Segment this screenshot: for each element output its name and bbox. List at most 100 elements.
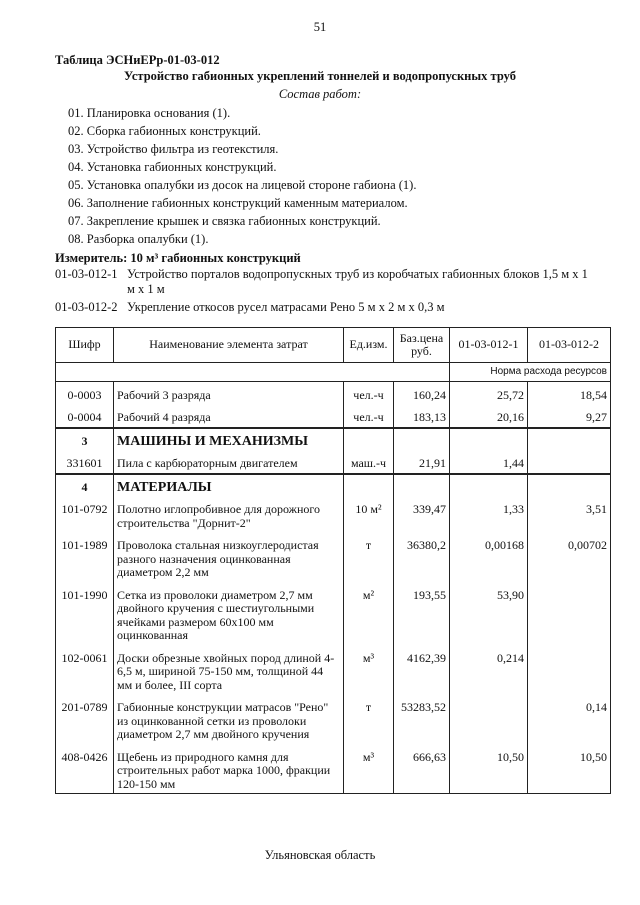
table-id: Таблица ЭСНиЕРр-01-03-012: [55, 53, 220, 67]
cell-price: 666,63: [393, 743, 450, 794]
blank-cell: [393, 472, 450, 496]
cell-unit: чел.-ч: [343, 404, 394, 428]
code-row: 01-03-012-1 Устройство порталов водопропу…: [55, 267, 595, 297]
data-row: 101-0792 Полотно иглопробивное для дорожн…: [55, 496, 611, 532]
cell-name: Пила с карбюраторным двигателем: [113, 450, 344, 474]
cell-unit: м²: [343, 581, 394, 645]
code-row: 01-03-012-2 Укрепление откосов русел матр…: [55, 300, 595, 315]
data-row: 101-1990 Сетка из проволоки диаметром 2,7…: [55, 581, 611, 645]
footer: Ульяновская область: [264, 848, 376, 862]
cell-unit: м³: [343, 644, 394, 694]
header-cell: Ед.изм.: [343, 327, 394, 363]
norm-label: Норма расхода ресурсов: [449, 362, 611, 382]
header-cell: 01-03-012-2: [527, 327, 611, 363]
cell-unit: м³: [343, 743, 394, 794]
work-item: 01. Планировка основания (1).: [68, 106, 231, 120]
cell-unit: т: [343, 532, 394, 582]
blank-cell: [449, 694, 528, 744]
cell-name: Сетка из проволоки диаметром 2,7 мм двой…: [113, 581, 344, 645]
code-text: Устройство порталов водопропускных труб …: [127, 267, 588, 296]
norm-row: Норма расхода ресурсов: [55, 362, 611, 382]
cell-code: 102-0061: [55, 644, 114, 694]
cell-code: 101-0792: [55, 496, 114, 532]
header-cell: Шифр: [55, 327, 114, 363]
section-number: 4: [55, 472, 114, 496]
work-item: 07. Закрепление крышек и связка габионны…: [68, 214, 381, 228]
blank-cell: [527, 426, 611, 450]
cell-unit: т: [343, 694, 394, 744]
data-row: 408-0426 Щебень из природного камня для с…: [55, 743, 611, 794]
cell-price: 339,47: [393, 496, 450, 532]
work-item: 04. Установка габионных конструкций.: [68, 160, 277, 174]
cell-price: 160,24: [393, 381, 450, 404]
blank-cell: [527, 450, 611, 474]
cell-price: 4162,39: [393, 644, 450, 694]
cell-v1: 1,33: [449, 496, 528, 532]
blank-cell: [393, 426, 450, 450]
cell-v1: 10,50: [449, 743, 528, 794]
blank-cell: [343, 426, 394, 450]
cell-code: 0-0004: [55, 404, 114, 428]
section-number: 3: [55, 426, 114, 450]
data-row: 331601 Пила с карбюраторным двигателем маш…: [55, 450, 611, 474]
cell-name: Рабочий 4 разряда: [113, 404, 344, 428]
data-row: 0-0003 Рабочий 3 разряда чел.-ч 160,24 25,72…: [55, 381, 611, 404]
cell-code: 408-0426: [55, 743, 114, 794]
cell-price: 36380,2: [393, 532, 450, 582]
cell-v1: 0,00168: [449, 532, 528, 582]
section-heading: МАТЕРИАЛЫ: [113, 472, 344, 496]
subtitle: Состав работ:: [278, 87, 362, 101]
cell-code: 0-0003: [55, 381, 114, 404]
blank-cell: [449, 472, 528, 496]
cell-code: 201-0789: [55, 694, 114, 744]
blank-cell: [343, 472, 394, 496]
cell-v1: 1,44: [449, 450, 528, 474]
cell-v2: 0,00702: [527, 532, 611, 582]
cell-v1: 0,214: [449, 644, 528, 694]
section-row: 4 МАТЕРИАЛЫ: [55, 472, 611, 496]
cell-v1: 53,90: [449, 581, 528, 645]
cell-name: Доски обрезные хвойных пород длиной 4-6,…: [113, 644, 344, 694]
work-item: 05. Установка опалубки из досок на лицев…: [68, 178, 417, 192]
code: 01-03-012-2: [55, 300, 118, 314]
work-item: 08. Разборка опалубки (1).: [68, 232, 209, 246]
cell-name: Щебень из природного камня для строитель…: [113, 743, 344, 794]
cell-unit: 10 м²: [343, 496, 394, 532]
codes: 01-03-012-1 Устройство порталов водопропу…: [55, 267, 595, 318]
cell-name: Рабочий 3 разряда: [113, 381, 344, 404]
data-row: 101-1989 Проволока стальная низкоуглероди…: [55, 532, 611, 582]
header-row: Шифр Наименование элемента затрат Ед.изм. Б…: [55, 327, 611, 363]
cell-name: Полотно иглопробивное для дорожного стро…: [113, 496, 344, 532]
work-item: 02. Сборка габионных конструкций.: [68, 124, 261, 138]
cell-price: 21,91: [393, 450, 450, 474]
cell-v2: 10,50: [527, 743, 611, 794]
header-cell: Баз.цена руб.: [393, 327, 450, 363]
cell-price: 53283,52: [393, 694, 450, 744]
header-cell: 01-03-012-1: [449, 327, 528, 363]
cell-v1: 20,16: [449, 404, 528, 428]
blank-cell: [527, 581, 611, 645]
header-cell: Наименование элемента затрат: [113, 327, 344, 363]
cell-code: 101-1990: [55, 581, 114, 645]
title: Устройство габионных укреплений тоннелей…: [124, 69, 516, 83]
cell-v2: 18,54: [527, 381, 611, 404]
cell-code: 331601: [55, 450, 114, 474]
data-row: 0-0004 Рабочий 4 разряда чел.-ч 183,13 20,16…: [55, 404, 611, 428]
code: 01-03-012-1: [55, 267, 118, 281]
cell-v2: 9,27: [527, 404, 611, 428]
work-item: 06. Заполнение габионных конструкций кам…: [68, 196, 408, 210]
works-list: 01. Планировка основания (1). 02. Сборка …: [68, 106, 416, 250]
cell-name: Проволока стальная низкоуглеродистая раз…: [113, 532, 344, 582]
cell-price: 183,13: [393, 404, 450, 428]
cell-v2: 3,51: [527, 496, 611, 532]
cell-unit: маш.-ч: [343, 450, 394, 474]
cell-v2: 0,14: [527, 694, 611, 744]
work-item: 03. Устройство фильтра из геотекстиля.: [68, 142, 279, 156]
resource-table: Шифр Наименование элемента затрат Ед.изм. Б…: [55, 327, 611, 794]
blank-cell: [55, 362, 450, 382]
cell-code: 101-1989: [55, 532, 114, 582]
blank-cell: [527, 472, 611, 496]
page-number: 51: [313, 20, 327, 34]
section-row: 3 МАШИНЫ И МЕХАНИЗМЫ: [55, 426, 611, 450]
